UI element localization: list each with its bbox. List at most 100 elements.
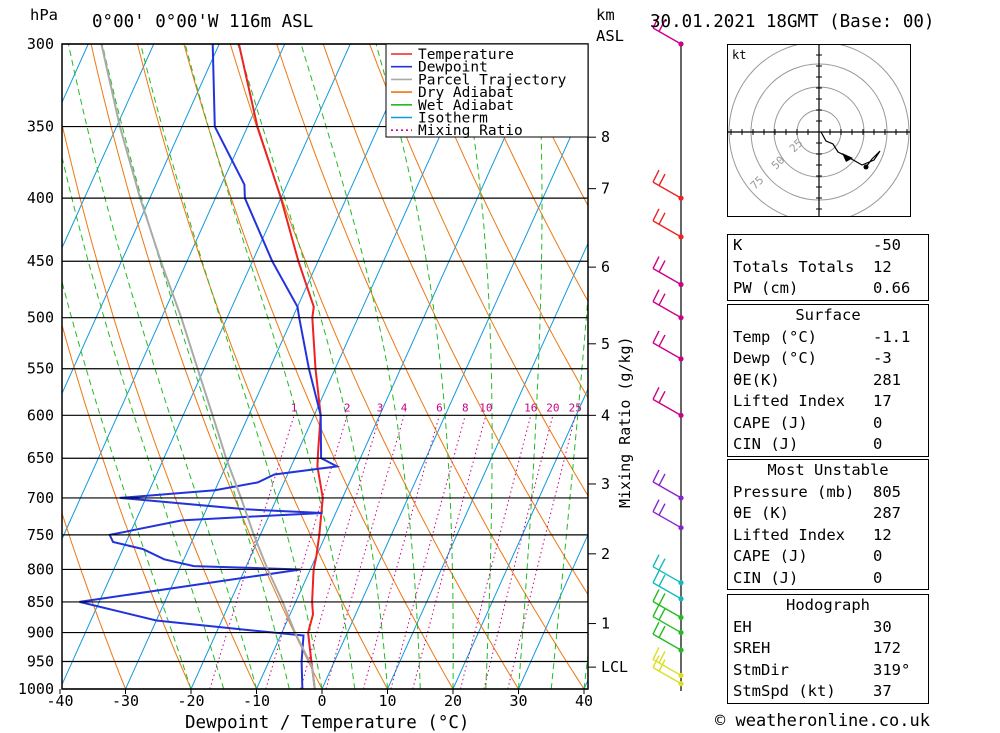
hodograph-panel: 25 50 75 kt [727,41,911,223]
surface-title: Surface [795,306,861,324]
wind-barb [652,330,684,362]
wind-barb-dot [678,41,684,47]
surface-row: θE(K) 281 [728,370,928,392]
wind-barb-shaft [652,27,682,45]
surface-value: 17 [873,392,892,410]
wind-barb-feather [652,289,660,302]
wind-barb-feather [658,293,666,306]
index-value: 0.66 [873,279,911,297]
isotherm-line [190,44,482,689]
most-unstable-label: Lifted Index [733,525,845,544]
temperature-tick-label: -40 [46,692,73,710]
pressure-tick-label: 800 [27,561,54,579]
dry-adiabat-line [62,122,258,689]
dry-adiabat-line [62,511,127,689]
wind-barb-dot [678,580,684,586]
surface-row: Lifted Index 17 [728,391,928,413]
wind-barb-feather [658,659,666,672]
wind-barb-feather [652,387,660,400]
hodograph-stat-label: StmDir [733,660,789,679]
index-label: Totals Totals [733,257,855,276]
hodograph-stat-value: 172 [873,639,901,657]
wind-barb-shaft [652,566,682,584]
index-label: PW (cm) [733,279,799,297]
wind-barb [652,15,684,47]
wind-barb-dot [678,495,684,501]
copyright-link[interactable]: © weatheronline.co.uk [715,711,930,731]
hodograph-trace [820,131,881,168]
wind-barb-feather [658,625,666,638]
wind-barb [652,289,684,321]
index-row: K -50 [728,235,928,257]
mixing-ratio-line [300,415,381,689]
mixing-ratio-line [390,415,466,689]
hodograph-ring-label: 75 [748,174,767,193]
mixing-ratio-label: 20 [546,401,559,414]
height-tick-label: 1 [601,615,610,633]
index-row: Totals Totals 12 [728,257,928,279]
wind-barb-feather [658,651,666,664]
wind-barb-shaft [652,615,682,634]
pressure-tick-label: 950 [27,653,54,671]
wind-barb-shaft [652,220,682,238]
surface-row: CAPE (J) 0 [728,413,928,435]
height-tick-label: 6 [601,258,610,276]
wind-barb-feather [658,391,666,404]
pressure-tick-label: 400 [27,189,54,207]
mixing-ratio-line [362,415,440,689]
wind-barb-feather [658,608,666,621]
height-unit-label-2: ASL [596,27,624,45]
mixing-ratio-line [325,415,405,689]
surface-value: 0 [873,413,883,432]
wind-barb-shaft [652,267,682,286]
wind-barb-dot [678,356,684,362]
hodograph-stat-value: 319° [873,660,911,679]
pressure-tick-label: 550 [27,360,54,378]
pressure-tick-label: 750 [27,526,54,544]
height-tick-label: 5 [601,335,610,353]
hodograph-stat-label: StmSpd (kt) [733,682,836,700]
surface-label: CAPE (J) [733,413,808,432]
mixing-ratio-label: 1 [291,401,298,414]
mixing-ratio-label: 2 [344,401,351,414]
temperature-tick-label: 10 [378,692,396,710]
wind-barb-feather [652,256,660,269]
hodograph-stat-value: 37 [873,682,892,700]
wind-barb-shaft [652,658,682,677]
wind-barb [652,621,684,653]
wind-barb-feather [658,593,666,606]
wind-barb-dot [678,525,684,531]
hodograph-stat-label: SREH [733,639,771,657]
mixing-ratio-label: 10 [479,401,492,414]
isotherm-line [452,387,588,689]
surface-label: Temp (°C) [733,327,817,346]
wind-barb [652,647,684,679]
wind-barb [652,604,684,636]
pressure-tick-label: 600 [27,406,54,424]
surface-value: 281 [873,370,901,389]
wind-barb-dot [678,672,684,679]
wind-barb [652,554,684,586]
wind-barb-feather [652,15,660,29]
temperature-tick-label: -10 [243,692,270,710]
dry-adiabat-line [276,44,585,689]
most-unstable-value: 805 [873,482,901,501]
wind-barb-feather [658,334,666,347]
wind-barb-dot [678,315,684,321]
wind-barb-dot [678,681,684,687]
axes: 1 2 3 4 6 8 10 16 20 2530035040045050055060065070… [18,35,628,710]
pressure-unit-label: hPa [30,6,58,24]
isotherm-line [256,44,548,689]
dry-adiabat-line [322,44,588,596]
wind-barb-dot [678,614,684,621]
wind-barb-feather [652,604,660,617]
wind-barb [652,655,684,687]
wind-barb-feather [652,169,660,183]
hodograph-stat-value: 30 [873,617,892,636]
wind-barb-shaft [652,667,682,685]
wind-barb-shaft [652,481,682,499]
hodograph-stat-row: StmSpd (kt) 37 [728,681,928,703]
isotherm-line [125,44,417,689]
